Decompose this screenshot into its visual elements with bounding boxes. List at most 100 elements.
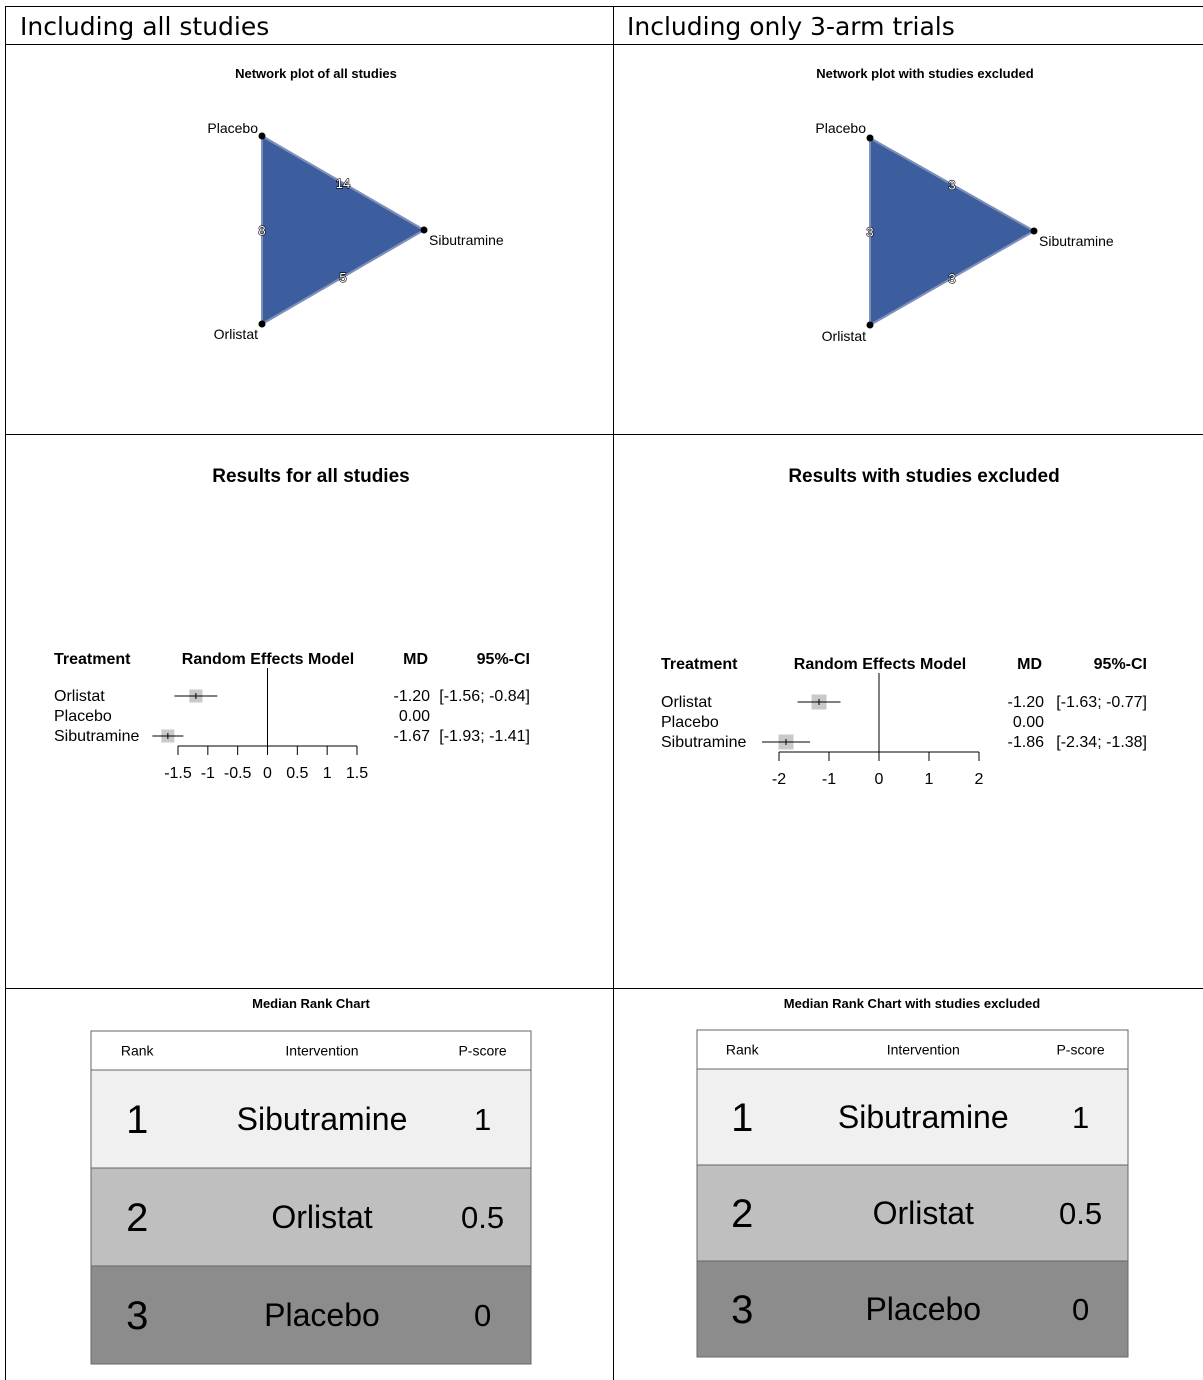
row-md-value: 0.00 xyxy=(399,708,430,725)
forest-plot-excluded-cell: Results with studies excluded Treatment Ra… xyxy=(614,435,1203,988)
rank-column-header: P-score xyxy=(1056,1042,1104,1058)
edge-study-count: 3 xyxy=(948,178,955,193)
network-plot-all-cell: Network plot of all studies 14 8 5 Placebo Si… xyxy=(6,45,613,434)
row-treatment-label: Placebo xyxy=(661,714,719,731)
rank-intervention: Placebo xyxy=(264,1297,380,1333)
row-treatment-label: Orlistat xyxy=(54,688,105,705)
edge-study-count: 8 xyxy=(258,223,265,238)
rank-pscore: 0.5 xyxy=(1059,1196,1102,1231)
column-header-right: Including only 3-arm trials xyxy=(627,12,955,41)
network-title: Network plot with studies excluded xyxy=(816,66,1033,81)
network-edge-orlistat-sibutramine xyxy=(261,229,425,325)
row-ci-value: [-2.34; -1.38] xyxy=(1056,734,1147,751)
rank-row xyxy=(696,1260,1129,1358)
rank-number: 2 xyxy=(731,1192,753,1236)
row-md-value: -1.67 xyxy=(394,728,431,745)
row-md-value: -1.20 xyxy=(394,688,431,705)
column-header-left: Including all studies xyxy=(20,12,270,41)
row-ci-value: [-1.56; -0.84] xyxy=(439,688,530,705)
forest-title: Results with studies excluded xyxy=(788,466,1059,487)
forest-plot-all-cell: Results for all studies Treatment Random E… xyxy=(6,435,613,988)
node-dot-sibutramine xyxy=(420,226,428,234)
x-tick-label: 0.5 xyxy=(286,765,308,782)
row-divider-2 xyxy=(5,988,1203,989)
rank-chart-excluded-cell: Median Rank Chart with studies excluded R… xyxy=(614,989,1203,1380)
rank-number: 3 xyxy=(731,1288,753,1332)
rank-header-row xyxy=(696,1029,1129,1070)
row-md-value: -1.20 xyxy=(1008,694,1045,711)
header-model: Random Effects Model xyxy=(794,656,966,673)
header-ci: 95%-CI xyxy=(477,651,530,668)
table-column-divider xyxy=(613,6,614,1380)
rank-pscore: 1 xyxy=(474,1102,491,1137)
edge-study-count: 3 xyxy=(948,271,955,286)
node-dot-placebo xyxy=(258,132,266,140)
edge-study-count: 14 xyxy=(336,176,350,191)
x-tick-label: 1.5 xyxy=(346,765,368,782)
x-tick-label: 0 xyxy=(263,765,272,782)
rank-intervention: Orlistat xyxy=(271,1199,372,1235)
rank-row xyxy=(90,1265,532,1365)
x-tick-label: -1.5 xyxy=(164,765,192,782)
x-tick-label: -1 xyxy=(822,771,836,788)
header-ci: 95%-CI xyxy=(1094,656,1147,673)
rank-number: 1 xyxy=(731,1096,753,1140)
header-treatment: Treatment xyxy=(54,651,131,668)
node-dot-orlistat xyxy=(258,320,266,328)
rank-intervention: Sibutramine xyxy=(237,1101,408,1137)
row-ci-value: [-1.63; -0.77] xyxy=(1056,694,1147,711)
rank-chart-all: Median Rank Chart Rank Intervention P-score… xyxy=(90,996,532,1365)
rank-number: 1 xyxy=(126,1098,148,1142)
rank-pscore: 0 xyxy=(1072,1292,1089,1327)
x-tick-label: -0.5 xyxy=(224,765,252,782)
rank-row xyxy=(696,1164,1129,1262)
rank-number: 3 xyxy=(126,1294,148,1338)
x-tick-label: 0 xyxy=(875,771,884,788)
network-triangle xyxy=(869,136,1037,327)
header-md: MD xyxy=(403,651,428,668)
header-md: MD xyxy=(1017,656,1042,673)
forest-plot-all: Results for all studies Treatment Random E… xyxy=(54,466,530,782)
rank-title: Median Rank Chart xyxy=(252,996,370,1011)
node-label-sibutramine: Sibutramine xyxy=(429,232,504,248)
network-plot-all: Network plot of all studies 14 8 5 Placebo Si… xyxy=(207,66,504,342)
x-tick-label: 1 xyxy=(323,765,332,782)
rank-column-header: Rank xyxy=(726,1042,760,1058)
rank-column-header: Intervention xyxy=(285,1043,358,1059)
network-title: Network plot of all studies xyxy=(235,66,397,81)
rank-pscore: 0 xyxy=(474,1298,491,1333)
row-treatment-label: Orlistat xyxy=(661,694,712,711)
x-tick-label: -2 xyxy=(772,771,786,788)
rank-chart-excluded: Median Rank Chart with studies excluded R… xyxy=(696,996,1129,1358)
rank-column-header: P-score xyxy=(458,1043,506,1059)
rank-intervention: Placebo xyxy=(865,1291,981,1327)
edge-study-count: 5 xyxy=(339,270,346,285)
network-plot-excluded-cell: Network plot with studies excluded 3 3 3 Pla… xyxy=(614,45,1203,434)
row-treatment-label: Sibutramine xyxy=(54,728,139,745)
table-border-left xyxy=(5,6,6,1380)
row-md-value: 0.00 xyxy=(1013,714,1044,731)
network-triangle xyxy=(261,134,426,326)
table-border-top xyxy=(5,6,1203,7)
node-label-sibutramine: Sibutramine xyxy=(1039,233,1114,249)
rank-intervention: Sibutramine xyxy=(838,1099,1009,1135)
rank-title: Median Rank Chart with studies excluded xyxy=(784,996,1040,1011)
node-dot-placebo xyxy=(866,134,874,142)
node-label-placebo: Placebo xyxy=(207,120,258,136)
network-plot-excluded: Network plot with studies excluded 3 3 3 Pla… xyxy=(815,66,1114,344)
forest-plot-excluded: Results with studies excluded Treatment Ra… xyxy=(661,466,1147,788)
network-edge-placebo-sibutramine xyxy=(261,135,425,231)
node-dot-orlistat xyxy=(866,321,874,329)
x-tick-label: -1 xyxy=(201,765,215,782)
rank-pscore: 1 xyxy=(1072,1100,1089,1135)
row-ci-value: [-1.93; -1.41] xyxy=(439,728,530,745)
node-label-placebo: Placebo xyxy=(815,120,866,136)
rank-header-row xyxy=(90,1030,532,1071)
node-label-orlistat: Orlistat xyxy=(822,328,866,344)
x-tick-label: 2 xyxy=(975,771,984,788)
row-treatment-label: Placebo xyxy=(54,708,112,725)
node-label-orlistat: Orlistat xyxy=(214,326,258,342)
row-treatment-label: Sibutramine xyxy=(661,734,746,751)
edge-study-count: 3 xyxy=(866,225,873,240)
